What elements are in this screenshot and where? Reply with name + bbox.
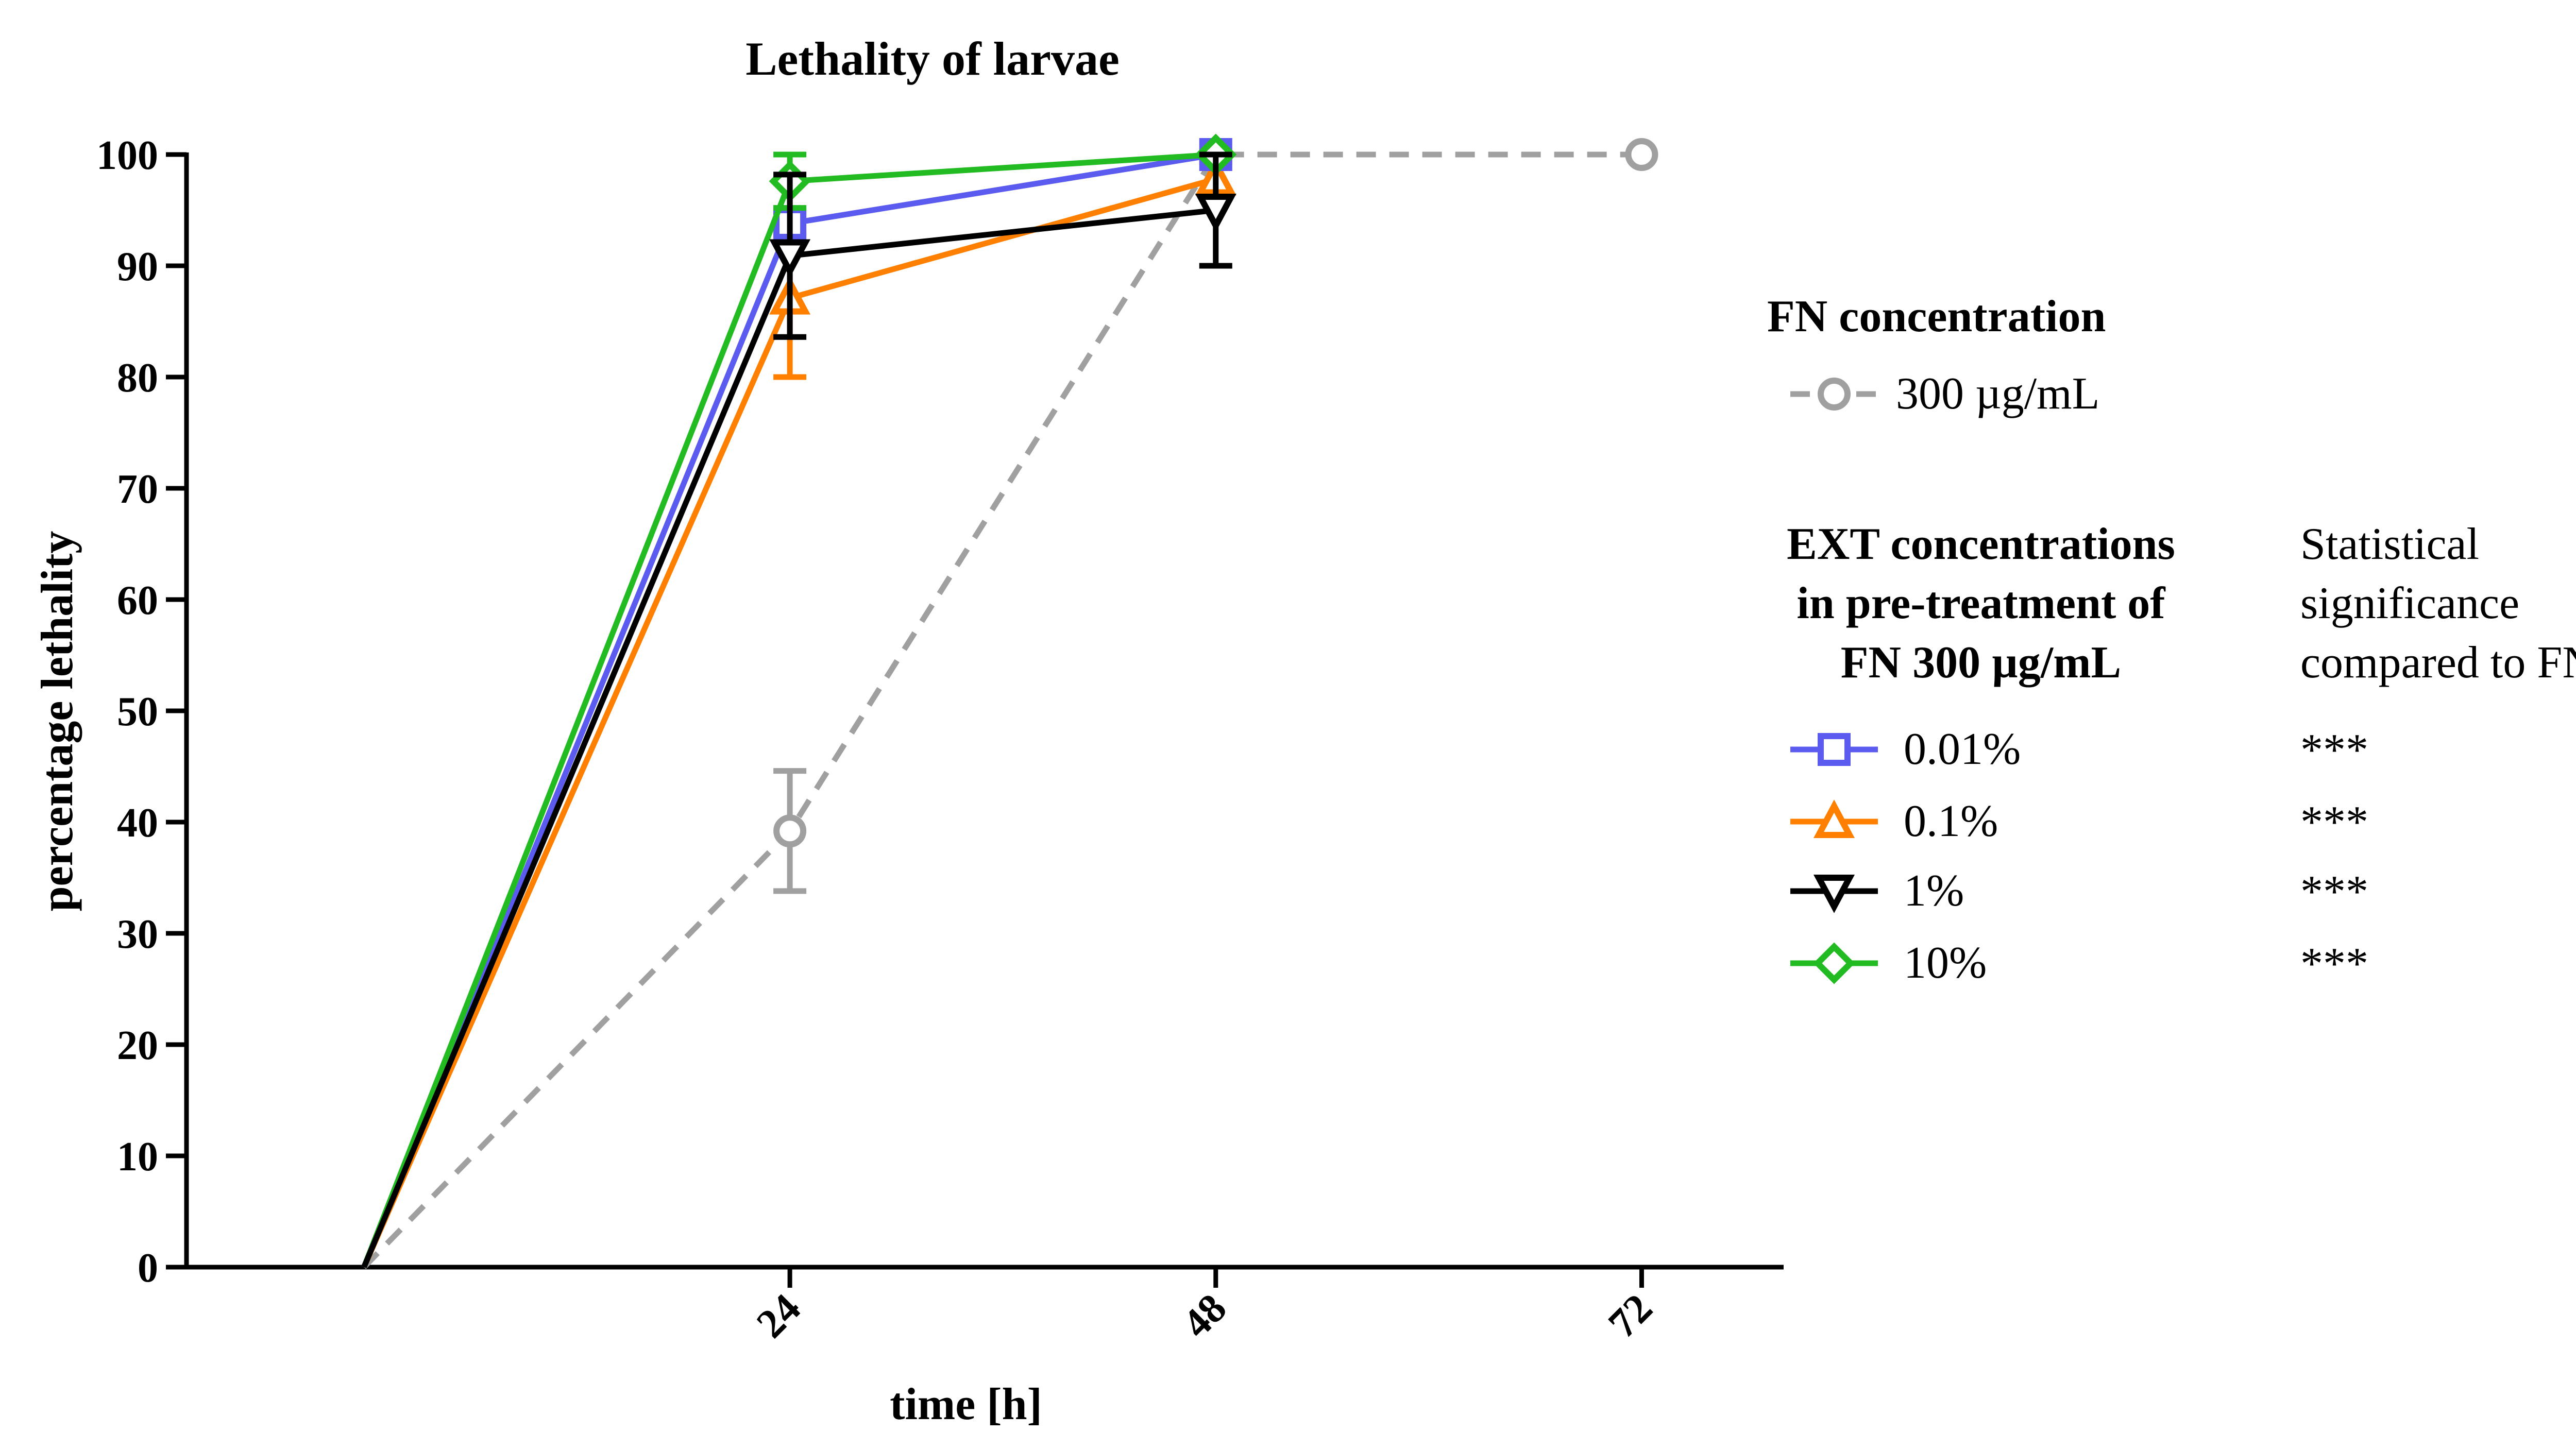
legend-ext-1-marker — [1813, 799, 1855, 838]
y-tick-label: 20 — [117, 1023, 158, 1068]
legend-ext-heading-line-3: FN 300 µg/mL — [1841, 638, 2121, 688]
chart-title: Lethality of larvae — [745, 32, 1120, 85]
y-tick-label: 90 — [117, 244, 158, 289]
y-tick-label: 80 — [117, 355, 158, 401]
series-line — [362, 151, 1642, 1269]
y-tick-label: 50 — [117, 689, 158, 735]
legend-ext-3-significance: *** — [2300, 939, 2368, 989]
legend-ext-heading-line-1: EXT concentrations — [1787, 519, 2175, 569]
y-tick-label: 30 — [117, 912, 158, 957]
y-axis-label: percentage lethality — [32, 531, 82, 912]
series-ext1 — [361, 157, 1236, 1269]
legend-ext-0-significance: *** — [2300, 725, 2368, 775]
legend-ext-0-label: 0.01% — [1904, 724, 2021, 774]
plot-area — [361, 133, 1658, 1269]
y-tick-label: 40 — [117, 800, 158, 846]
legend-ext-1-label: 0.1% — [1904, 796, 1998, 846]
y-tick-label: 60 — [117, 578, 158, 623]
legend-ext-heading-line-2: in pre-treatment of — [1797, 578, 2166, 628]
data-point — [1195, 194, 1236, 232]
legend: FN concentration EXT concentrations in p… — [1767, 292, 2576, 989]
legend-significance-heading-line-2: significance — [2300, 578, 2519, 628]
data-point — [1625, 138, 1658, 171]
legend-ext-3-marker — [1813, 942, 1855, 984]
y-tick-label: 100 — [96, 133, 158, 178]
x-tick-label: 24 — [748, 1286, 809, 1347]
data-point — [773, 814, 807, 848]
x-tick-label: 72 — [1600, 1286, 1661, 1347]
x-axis-label: time [h] — [890, 1379, 1042, 1429]
legend-entries: 300 µg/mL 0.01% *** 0.1% *** 1% *** 10% *** — [1790, 369, 2368, 989]
legend-ext-2-label: 1% — [1904, 866, 1964, 916]
data-point — [769, 239, 811, 278]
legend-ext-1-significance: *** — [2300, 797, 2368, 847]
legend-significance-heading-line-1: Statistical — [2300, 519, 2479, 569]
legend-fn-heading: FN concentration — [1767, 292, 2106, 342]
y-tick-label: 70 — [117, 467, 158, 512]
x-tick-label: 48 — [1174, 1286, 1235, 1347]
y-tick-label: 10 — [117, 1134, 158, 1180]
series-fn — [362, 138, 1658, 1269]
legend-fn-300-label: 300 µg/mL — [1896, 369, 2099, 419]
series-ext2 — [361, 151, 1236, 1269]
legend-fn-300-marker — [1818, 378, 1851, 411]
legend-ext-0-marker — [1818, 733, 1851, 766]
legend-ext-2-marker — [1813, 875, 1855, 913]
axes: 0 10 20 30 40 50 60 70 80 90 100 24 48 72 — [96, 133, 1784, 1346]
legend-ext-3-label: 10% — [1904, 938, 1987, 988]
legend-significance-heading-line-3: compared to FN — [2300, 638, 2576, 688]
y-tick-label: 0 — [138, 1246, 158, 1291]
legend-ext-2-significance: *** — [2300, 867, 2368, 917]
